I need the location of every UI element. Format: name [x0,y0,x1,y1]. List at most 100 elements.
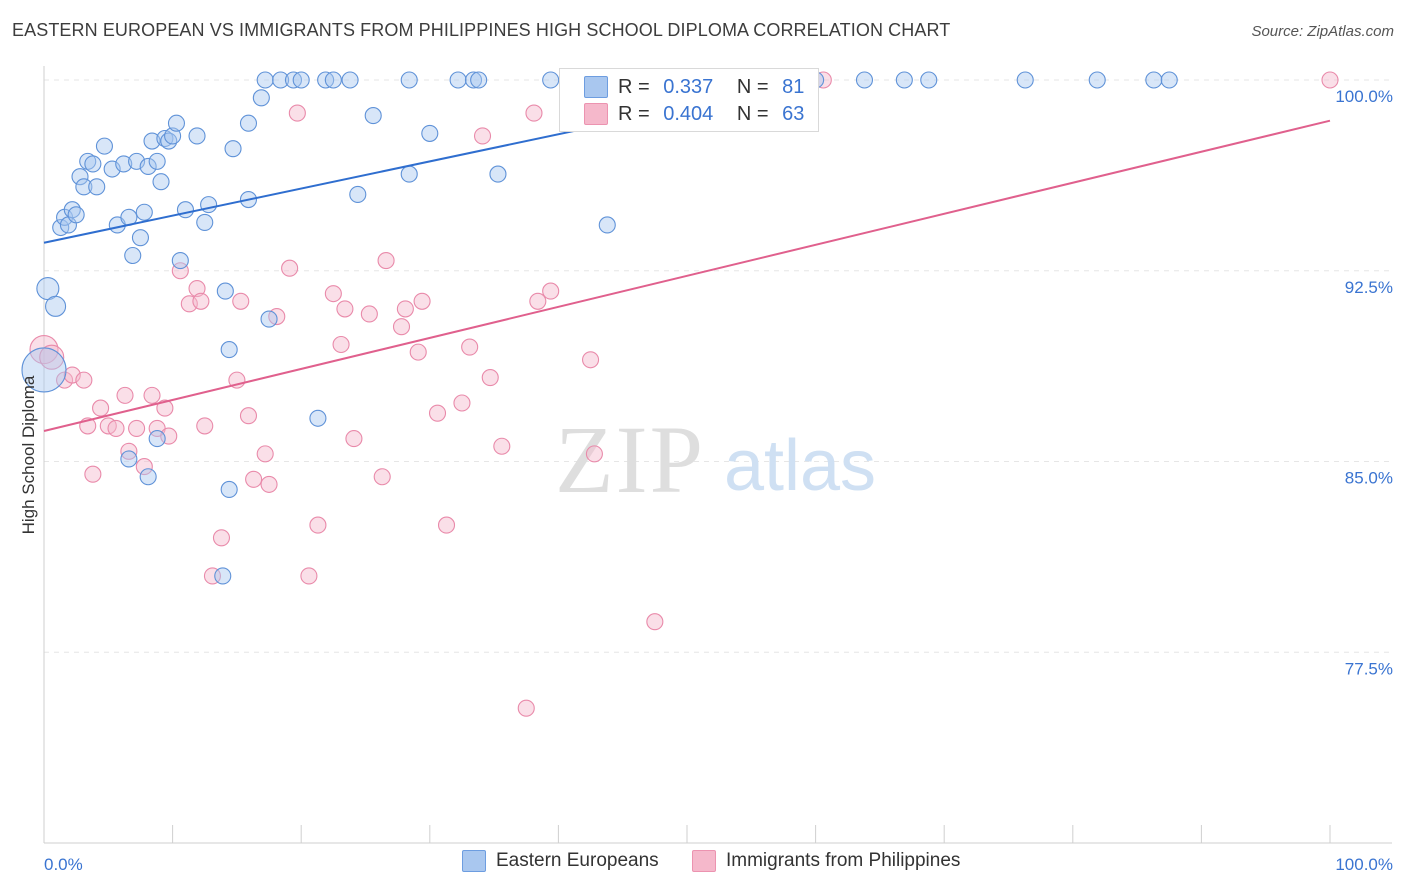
data-point [421,124,439,142]
data-point [39,344,65,370]
trend-line-philippines [43,119,1331,432]
legend-n-value: 63 [782,102,805,125]
data-point [29,335,59,365]
data-point [256,71,274,89]
data-point [135,458,153,476]
data-point [116,386,134,404]
data-point [256,445,274,463]
data-point [409,343,427,361]
data-point [188,280,206,298]
watermark-atlas: atlas [724,426,876,506]
data-point [400,71,418,89]
y-tick-label: 85.0% [1345,469,1393,488]
data-point [481,369,499,387]
data-point [220,341,238,359]
data-point [115,155,133,173]
y-tick-label: 77.5% [1345,659,1393,678]
watermark: ZIP atlas [555,406,876,513]
data-point [148,152,166,170]
legend-n-label: N = [736,75,769,98]
data-point [493,437,511,455]
data-point [84,465,102,483]
data-point [1088,71,1106,89]
grid-lines [44,79,1392,653]
data-point [88,178,106,196]
data-point [95,137,113,155]
data-point [400,165,418,183]
data-point [1321,71,1339,89]
data-point [239,407,258,425]
data-point [517,699,535,717]
series-legend: Eastern Europeans Immigrants from Philip… [0,850,1406,878]
data-point [196,417,214,435]
tick-labels: 77.5% 85.0% 92.5% 100.0% 0.0% 100.0% [44,87,1393,874]
data-point [281,259,299,277]
data-point [214,567,232,585]
data-point [332,335,350,354]
data-point [232,292,250,310]
data-point [895,71,913,89]
data-point [364,107,382,125]
watermark-zip: ZIP [555,406,705,513]
data-point [598,216,616,234]
data-point [413,292,431,310]
data-point [373,468,391,486]
data-point [92,399,110,417]
data-point [309,516,327,534]
legend-swatch-blue [584,76,608,98]
data-point [239,114,258,132]
data-point [143,386,161,404]
data-point [581,351,600,369]
legend-swatch-pink [692,850,716,872]
data-point [377,252,395,270]
y-tick-label: 100.0% [1335,87,1393,106]
y-tick-label: 92.5% [1345,278,1393,297]
legend-swatch-blue [462,850,486,872]
data-point [192,292,210,310]
data-point [464,71,483,89]
data-point [212,529,231,547]
legend-item-philippines: Immigrants from Philippines [692,850,960,872]
data-point [245,470,263,488]
source-credit: Source: ZipAtlas.com [1251,23,1394,40]
data-point [470,71,488,89]
data-point [542,282,560,300]
data-point [224,140,242,158]
data-point [21,347,67,393]
legend-r-label: R = [618,75,650,98]
data-point [143,132,161,150]
legend-label: Immigrants from Philippines [726,850,961,871]
data-point [164,127,182,145]
data-point [252,89,270,107]
data-point [324,285,342,303]
data-point [107,419,125,437]
series-philippines-points [29,71,1339,717]
data-point [920,71,938,89]
legend-r-label: R = [618,102,650,125]
x-tick-label: 0.0% [44,855,83,874]
data-point [176,201,195,219]
data-point [336,300,354,318]
chart-title: EASTERN EUROPEAN VS IMMIGRANTS FROM PHIL… [12,20,951,40]
data-point [449,71,467,89]
data-point [1016,71,1034,89]
data-point [131,229,149,247]
data-point [288,104,306,122]
y-axis-label: High School Diploma [19,375,38,534]
data-point [529,292,547,310]
axes [43,66,1392,844]
data-point [67,206,85,224]
data-point [188,127,206,145]
legend-swatch-pink [584,103,608,125]
data-point [84,155,102,173]
data-point [128,419,146,437]
data-point [75,178,93,196]
data-point [216,282,234,300]
data-point [139,157,157,176]
data-point [1145,71,1163,89]
data-point [120,450,138,468]
data-point [167,114,186,132]
data-point [203,567,222,585]
data-point [152,173,170,191]
data-point [75,371,93,389]
